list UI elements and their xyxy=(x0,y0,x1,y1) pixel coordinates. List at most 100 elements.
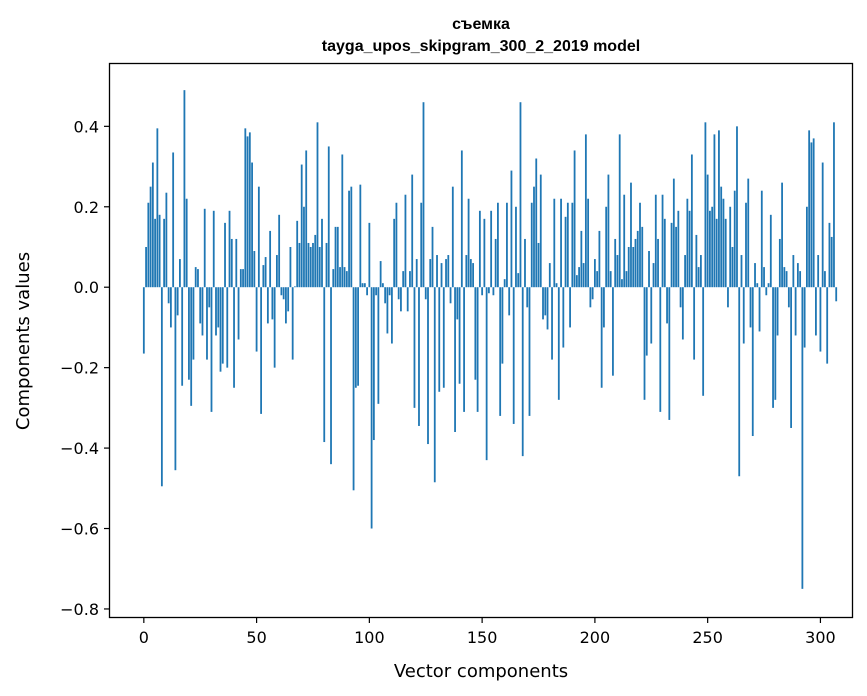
bar xyxy=(810,142,813,288)
bar xyxy=(551,287,553,360)
bar xyxy=(253,251,256,288)
bar xyxy=(731,246,734,288)
bar xyxy=(713,134,716,288)
bar xyxy=(463,287,465,412)
bar xyxy=(808,130,811,288)
bar xyxy=(756,283,759,288)
bar xyxy=(614,238,617,288)
bar xyxy=(467,198,470,288)
bar xyxy=(415,259,418,288)
bar xyxy=(201,287,204,336)
bar xyxy=(316,122,319,288)
bar xyxy=(350,186,353,288)
x-tick-label: 250 xyxy=(692,628,723,647)
bar xyxy=(663,218,666,288)
bar xyxy=(548,263,551,288)
bar xyxy=(330,287,332,465)
bar xyxy=(341,154,344,288)
bar xyxy=(686,198,689,288)
bar xyxy=(440,263,443,288)
bar xyxy=(639,202,641,288)
bar xyxy=(652,263,655,288)
bar xyxy=(388,287,391,296)
bar xyxy=(248,132,251,288)
bar xyxy=(438,287,441,392)
bar xyxy=(242,269,244,288)
bar xyxy=(219,287,222,372)
bar xyxy=(830,236,833,288)
bar xyxy=(372,287,375,441)
bar xyxy=(621,279,623,288)
bar xyxy=(605,206,608,288)
bar xyxy=(158,214,161,288)
bar xyxy=(151,162,154,288)
bar xyxy=(526,287,529,308)
x-axis-ticks: 0 50 100 150 200 250 300 xyxy=(139,617,836,647)
bar xyxy=(758,287,761,332)
bar xyxy=(817,255,820,288)
x-tick-label: 300 xyxy=(805,628,836,647)
x-tick-label: 0 xyxy=(139,628,149,647)
bar xyxy=(420,202,423,288)
bar xyxy=(481,287,484,296)
bar xyxy=(519,102,522,288)
bar xyxy=(199,287,202,324)
bar xyxy=(474,287,477,380)
bar xyxy=(278,214,281,288)
bar xyxy=(702,287,705,396)
bar xyxy=(352,287,355,491)
bar xyxy=(736,126,738,288)
bar xyxy=(609,271,612,288)
bar xyxy=(681,287,684,340)
bar xyxy=(677,210,680,288)
bar xyxy=(233,287,235,388)
bar xyxy=(282,287,285,300)
bar xyxy=(562,287,565,348)
bar xyxy=(327,146,330,288)
bar xyxy=(668,287,671,420)
bar xyxy=(442,287,445,388)
bar xyxy=(603,287,605,328)
bar xyxy=(693,287,696,360)
bar xyxy=(643,287,646,400)
bar xyxy=(472,263,474,288)
bar xyxy=(740,255,743,288)
bar xyxy=(697,267,700,288)
bar xyxy=(264,257,267,288)
bar xyxy=(803,287,806,348)
bar xyxy=(172,152,175,288)
bar xyxy=(294,286,296,288)
bar xyxy=(672,178,675,288)
bar xyxy=(348,190,350,288)
bar xyxy=(508,287,511,316)
bar xyxy=(828,222,831,288)
bar xyxy=(679,287,682,308)
bar xyxy=(436,255,438,288)
x-tick-label: 150 xyxy=(467,628,498,647)
bar xyxy=(742,287,745,344)
bar xyxy=(515,206,517,288)
bar xyxy=(397,287,400,300)
bar xyxy=(747,178,750,288)
bar xyxy=(600,287,603,388)
bar xyxy=(206,287,208,360)
bar xyxy=(695,234,698,288)
bar xyxy=(433,287,436,483)
bar xyxy=(188,287,190,380)
bar xyxy=(729,206,732,288)
bar-series xyxy=(142,90,838,589)
bar xyxy=(684,255,686,288)
bar xyxy=(805,206,808,288)
y-axis-label: Components values xyxy=(13,252,34,430)
bar xyxy=(537,242,540,288)
bar xyxy=(257,186,260,288)
bar xyxy=(275,255,278,288)
x-tick-label: 200 xyxy=(580,628,611,647)
bar xyxy=(174,287,177,471)
bar xyxy=(751,287,754,437)
bar xyxy=(296,220,299,288)
bar xyxy=(634,238,637,288)
bar xyxy=(778,238,781,288)
bar xyxy=(230,238,233,288)
bar xyxy=(318,246,321,288)
